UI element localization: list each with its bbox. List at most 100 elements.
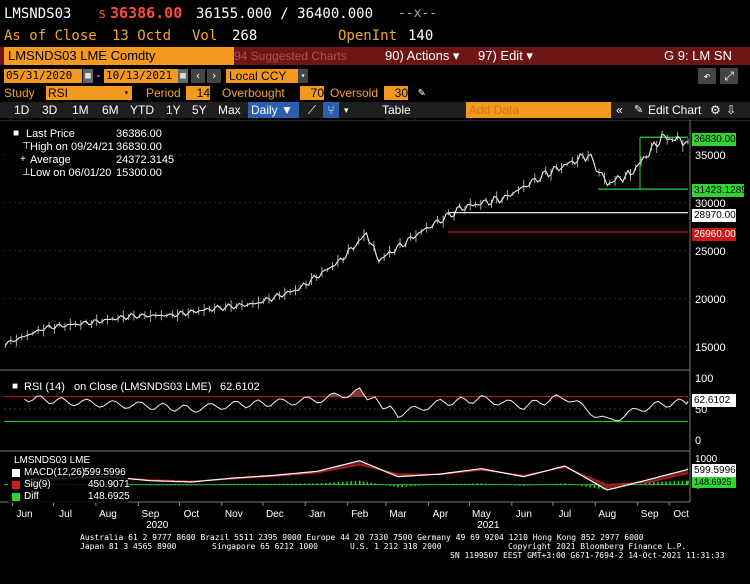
edit-chart-button[interactable]: Edit Chart [648, 103, 702, 117]
price-tag-high: 36830.00 [692, 133, 736, 146]
table-button[interactable]: Table [382, 103, 411, 117]
volume-value: 268 [232, 28, 258, 44]
last-price: 36386.00 [110, 4, 183, 22]
legend-high-label: High on 09/24/21 [30, 141, 114, 153]
x-tick-label: Dec [266, 509, 284, 520]
overbought-label: Overbought [222, 86, 285, 100]
next-arrow-icon[interactable]: › [207, 69, 221, 83]
settings-icon[interactable]: ⚙ [710, 103, 721, 117]
x-tick-label: Jul [558, 509, 571, 520]
price-reference-lines [448, 136, 688, 233]
openint-label: OpenInt [338, 28, 398, 44]
download-icon[interactable]: ⇩ [726, 103, 737, 117]
x-tick-label: Sep [141, 509, 159, 520]
price-tag-level1: 31423.1289 [692, 184, 747, 197]
x-tick-label: Jul [59, 509, 72, 520]
rsi-legend-label: RSI (14) [24, 381, 65, 393]
range-ytd-button[interactable]: YTD [130, 103, 154, 117]
x-year-label: 2020 [146, 520, 169, 530]
overbought-field[interactable]: 70 [300, 86, 324, 100]
x-tick-label: Jun [16, 509, 32, 520]
x-tick-label: Aug [99, 509, 117, 520]
range-5y-button[interactable]: 5Y [192, 103, 207, 117]
x-tick-label: Oct [673, 509, 689, 520]
legend-low-marker: ⊥ [22, 167, 31, 178]
edit-chart-pencil-icon[interactable]: ✎ [634, 104, 644, 116]
rsi-grid [4, 396, 688, 422]
ticker: LMSNDS03 [4, 6, 72, 22]
price-grid [4, 154, 688, 348]
price-legend [8, 126, 168, 182]
end-date-field[interactable]: 10/13/2021 [104, 69, 178, 83]
range-3d-button[interactable]: 3D [42, 103, 58, 117]
oversold-label: Oversold [330, 86, 379, 100]
as-of-label: As of Close [4, 28, 97, 44]
sig-legend-value: 450.9071 [88, 479, 130, 490]
range-6m-button[interactable]: 6M [102, 103, 119, 117]
legend-last-label: Last Price [26, 128, 75, 140]
legend-avg-label: Average [30, 154, 71, 166]
undo-icon[interactable]: ↶ [698, 68, 716, 84]
range-1d-button[interactable]: 1D [14, 103, 30, 117]
x-tick-label: Nov [225, 509, 243, 520]
bar-chart-icon[interactable]: ⑂ [323, 102, 339, 118]
footer-copyright: Copyright 2021 Bloomberg Finance L.P. [508, 542, 687, 551]
legend-last-marker: ■ [13, 128, 20, 139]
start-date-field[interactable]: 05/31/2020 [4, 69, 82, 83]
range-1m-button[interactable]: 1M [72, 103, 89, 117]
x-tick-label: Apr [433, 509, 449, 520]
frequency-select[interactable]: Daily ▼ [248, 102, 299, 118]
x-tick-label: Feb [351, 509, 369, 520]
rsi-legend-marker: ■ [12, 381, 19, 392]
x-tick-label: Aug [598, 509, 616, 520]
period-field[interactable]: 14 [186, 86, 210, 100]
sig-legend-label: Sig(9) [24, 479, 51, 490]
x-tick-label: Sep [641, 509, 659, 520]
actions-menu[interactable]: 90) Actions ▾ [385, 48, 460, 63]
chevron-down-icon[interactable]: ▾ [298, 69, 308, 83]
range-1y-button[interactable]: 1Y [166, 103, 181, 117]
calendar-icon[interactable]: ▦ [83, 69, 93, 83]
study-select[interactable]: RSI [46, 86, 132, 100]
rsi-legend-source: on Close (LMSNDS03 LME) [74, 381, 212, 393]
calendar-icon[interactable]: ▦ [178, 69, 188, 83]
legend-high-marker: ⊤ [22, 141, 31, 152]
price-prefix: s [98, 6, 107, 22]
x-year-label: 2021 [477, 520, 500, 530]
macd-tick-label: 1000 [695, 454, 718, 465]
suggested-charts-button[interactable]: 94 Suggested Charts [234, 49, 347, 63]
edit-menu[interactable]: 97) Edit ▾ [478, 48, 533, 63]
diff-legend-value: 148.6925 [88, 491, 130, 502]
line-chart-icon[interactable]: ⟋ [307, 103, 317, 117]
legend-avg-value: 24372.3145 [116, 154, 175, 166]
collapse-icon[interactable]: « [616, 103, 623, 117]
currency-select[interactable]: Local CCY [226, 69, 299, 83]
legend-high-value: 36830.00 [116, 141, 162, 153]
status-flag: --x-- [398, 6, 438, 21]
as-of-date: 13 Octd [112, 28, 172, 44]
footer-contacts-japan: Japan 81 3 4565 8900 [80, 542, 177, 551]
x-tick-label: Jun [516, 509, 532, 520]
price-tag-level2: 28970.00 [692, 209, 736, 222]
x-axis-ticks: Jun Jul Aug Sep Oct Nov Dec Jan Feb Mar Apr May Jun J… [12, 502, 689, 530]
chevron-down-icon[interactable]: ▾ [344, 105, 349, 115]
add-data-input[interactable]: Add Data [466, 102, 611, 118]
diff-legend-swatch [12, 493, 20, 501]
security-field[interactable]: LMSNDS03 LME Comdty [4, 47, 234, 65]
macd-legend-swatch [12, 469, 20, 477]
price-tick-label: 25000 [695, 246, 726, 258]
pencil-icon[interactable]: ✎ [418, 85, 426, 99]
rsi-line [24, 387, 689, 422]
prev-arrow-icon[interactable]: ‹ [191, 69, 205, 83]
study-label: Study [4, 86, 35, 100]
footer-contacts-1: Australia 61 2 9777 8600 Brazil 5511 239… [80, 533, 644, 542]
chevron-down-icon[interactable]: ▾ [124, 88, 129, 97]
rsi-tick-label: 0 [695, 435, 701, 447]
expand-icon[interactable]: ⤢ [720, 68, 738, 84]
price-series [4, 131, 689, 348]
range-max-button[interactable]: Max [218, 103, 241, 117]
price-tick-label: 30000 [695, 198, 726, 210]
oversold-field[interactable]: 30 [384, 86, 408, 100]
